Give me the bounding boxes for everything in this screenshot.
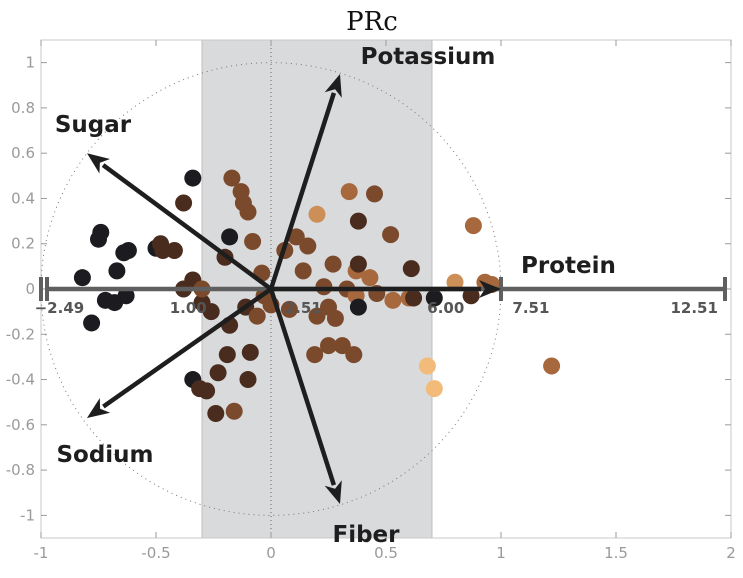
data-point	[239, 371, 257, 389]
data-point	[198, 382, 216, 400]
y-tick-label: -1	[20, 506, 35, 524]
x-tick-label: 1.5	[604, 544, 628, 562]
y-tick-label: 0.2	[11, 235, 35, 253]
vector-arrowhead-sugar	[87, 153, 110, 174]
data-point	[340, 183, 358, 201]
data-point	[382, 226, 400, 244]
vector-labels: Potassium Sugar Protein Sodium Fiber	[55, 44, 616, 548]
vector-arrowhead-fiber	[324, 480, 342, 504]
vector-line-fiber	[268, 288, 337, 486]
data-point	[405, 289, 423, 307]
data-point	[83, 314, 101, 332]
vector-label-fiber: Fiber	[332, 522, 400, 548]
vector-label-potassium: Potassium	[361, 44, 496, 70]
y-tick-label: -0.6	[6, 416, 35, 434]
data-point	[326, 309, 344, 327]
vector-label-sodium: Sodium	[56, 442, 153, 468]
y-tick-label: -0.2	[6, 325, 35, 343]
data-point	[308, 205, 326, 223]
chart-title: PRc	[346, 7, 398, 37]
y-tick-label: 0.6	[11, 144, 35, 162]
x-tick-label: -0.5	[141, 544, 170, 562]
data-point	[175, 194, 193, 212]
data-point	[320, 337, 337, 355]
data-point	[446, 273, 464, 291]
data-point	[287, 228, 305, 246]
data-point	[315, 278, 333, 296]
data-point	[425, 289, 443, 307]
data-point	[248, 307, 266, 325]
x-tick-label: -1	[34, 544, 49, 562]
data-point	[108, 262, 126, 280]
data-point	[324, 255, 342, 273]
y-tick-label: 0.8	[11, 99, 35, 117]
data-point	[306, 346, 324, 364]
data-point	[223, 169, 241, 187]
y-tick-label: -0.8	[6, 461, 35, 479]
data-point	[349, 298, 367, 316]
data-point	[280, 300, 298, 318]
data-point	[308, 307, 326, 325]
data-point	[418, 357, 436, 375]
projection-axis-label: 2.51	[285, 299, 322, 317]
data-point	[209, 364, 227, 382]
x-tick-label: 1	[496, 544, 506, 562]
data-point	[225, 402, 243, 420]
data-point	[462, 287, 480, 305]
data-point	[244, 232, 262, 250]
data-point	[361, 269, 379, 287]
vector-label-sugar: Sugar	[55, 112, 132, 138]
vector-arrowhead-potassium	[324, 74, 342, 98]
x-tick-label: 0	[266, 544, 276, 562]
data-point	[543, 357, 561, 375]
y-tick-label: 0.4	[11, 189, 35, 207]
loading-vectors	[87, 74, 501, 504]
data-point	[333, 337, 351, 355]
vector-label-protein: Protein	[521, 253, 616, 279]
data-point	[299, 237, 317, 255]
data-point	[239, 203, 257, 221]
projection-axis: −2.49 1.00 2.51 6.00 7.51 12.51	[35, 277, 727, 317]
vector-arrowhead-protein	[479, 280, 501, 298]
vector-line-potassium	[268, 92, 337, 290]
data-point	[73, 269, 91, 287]
vector-line-sugar	[101, 163, 273, 291]
data-point	[402, 260, 420, 278]
axis-ticks: -1 -0.5 0 0.5 1 1.5 2 -1 -0.8 -0.6 -0.4 -0.2 0 0.2 0.4…	[6, 40, 736, 562]
data-point	[349, 212, 367, 230]
x-tick-label: 2	[726, 544, 736, 562]
projection-axis-label: 1.00	[170, 299, 207, 317]
data-point	[349, 255, 367, 273]
x-tick-label: 0.5	[374, 544, 398, 562]
data-point	[366, 185, 383, 203]
data-point	[207, 405, 225, 422]
projection-axis-label: −2.49	[35, 299, 85, 317]
data-point	[117, 287, 135, 305]
data-point	[294, 262, 312, 280]
projection-axis-label: 6.00	[427, 299, 464, 317]
y-tick-label: -0.4	[6, 371, 35, 389]
data-point	[425, 380, 443, 398]
data-point	[345, 346, 363, 364]
projection-axis-label: 7.51	[512, 299, 549, 317]
data-point	[165, 242, 183, 260]
y-tick-label: 1	[25, 54, 35, 72]
data-point	[221, 228, 239, 246]
data-point	[202, 303, 220, 321]
data-point	[241, 343, 259, 361]
data-point	[92, 223, 110, 241]
data-point	[464, 217, 482, 235]
vector-arrowhead-sodium	[87, 398, 111, 418]
data-point	[384, 291, 402, 309]
projection-axis-label: 12.51	[670, 299, 717, 317]
y-tick-label: 0	[25, 280, 35, 298]
data-point	[119, 242, 137, 260]
data-point	[218, 346, 236, 364]
vector-line-sodium	[102, 287, 273, 409]
data-point	[184, 169, 202, 187]
